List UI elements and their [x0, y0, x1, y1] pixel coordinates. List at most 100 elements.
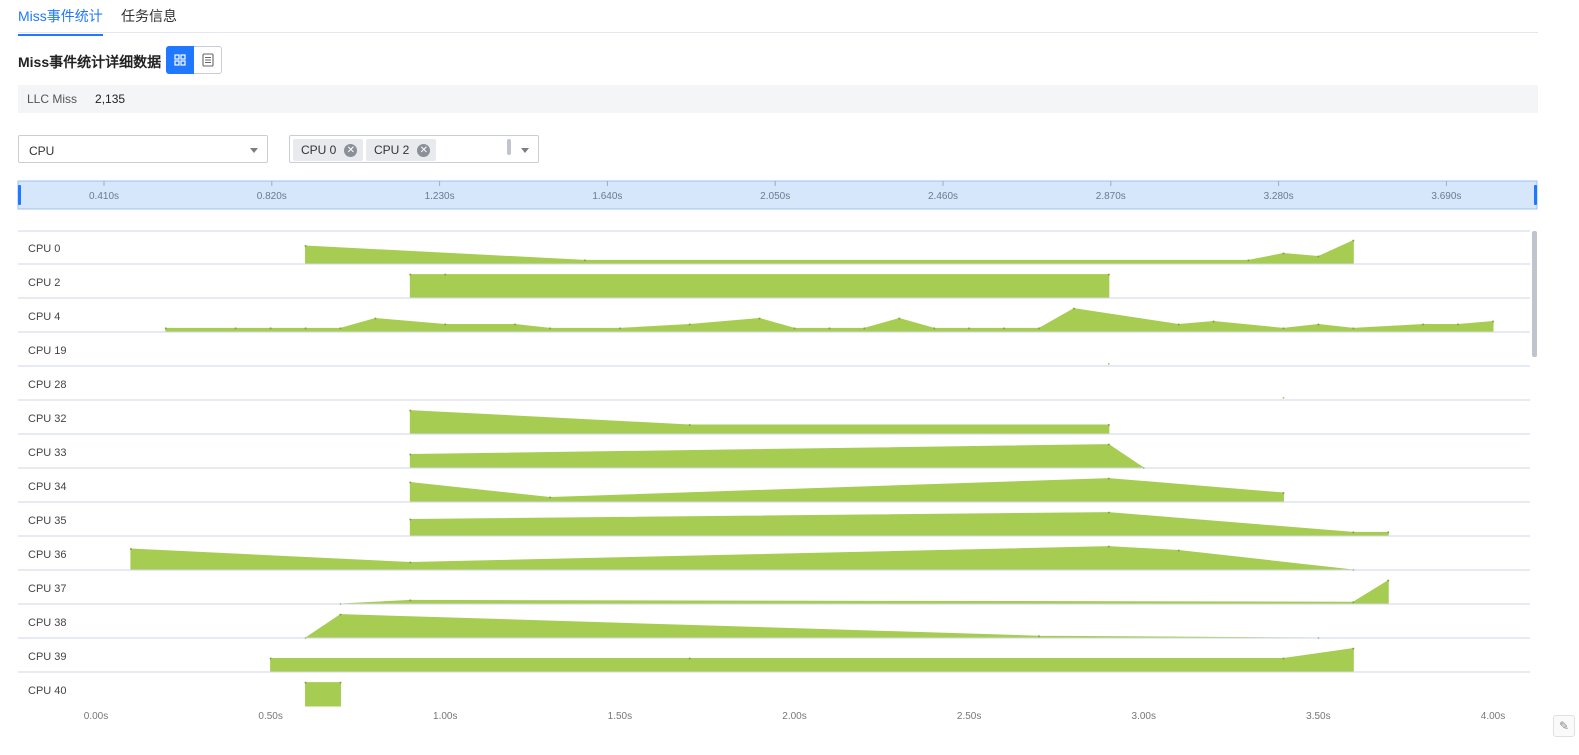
data-point	[933, 327, 936, 330]
data-point	[409, 599, 412, 602]
tab-task-info[interactable]: 任务信息	[121, 8, 177, 24]
data-point	[514, 323, 517, 326]
brush-tick-label: 3.280s	[1264, 191, 1294, 202]
data-point	[968, 327, 971, 330]
data-point	[1107, 443, 1110, 446]
lane-label: CPU 32	[28, 413, 67, 425]
data-point	[688, 657, 691, 660]
brush-tick-label: 1.640s	[592, 191, 622, 202]
data-point	[1422, 323, 1425, 326]
data-point	[444, 323, 447, 326]
lane-label: CPU 37	[28, 583, 67, 595]
data-point	[1072, 307, 1075, 310]
data-point	[688, 323, 691, 326]
data-point	[339, 327, 342, 330]
tab-bar: Miss事件统计 任务信息	[18, 0, 1538, 36]
data-point	[549, 496, 552, 499]
series-lane: CPU 32	[18, 409, 1530, 435]
x-tick-label: 2.50s	[957, 711, 981, 722]
data-point	[129, 548, 132, 550]
grid-icon	[174, 54, 186, 66]
series-lane: CPU 0	[18, 239, 1530, 265]
data-point	[1352, 647, 1355, 650]
x-tick-label: 3.50s	[1306, 711, 1330, 722]
lane-label: CPU 4	[28, 311, 60, 323]
series-lane: CPU 28	[18, 379, 1530, 401]
brush-handle-right[interactable]	[1534, 185, 1537, 205]
brush-tick-label: 0.820s	[257, 191, 287, 202]
lane-label: CPU 39	[28, 651, 67, 663]
series-area	[270, 648, 1354, 673]
data-point	[1352, 239, 1355, 242]
series-lane: CPU 34	[18, 477, 1530, 503]
data-point	[1107, 273, 1110, 276]
tag-label: CPU 2	[374, 143, 410, 157]
data-point	[269, 657, 272, 660]
data-point	[1282, 657, 1285, 660]
lane-label: CPU 38	[28, 617, 67, 629]
chevron-down-icon	[250, 148, 258, 153]
data-point	[1282, 397, 1285, 399]
list-view-button[interactable]	[194, 46, 222, 74]
grid-view-button[interactable]	[166, 46, 194, 74]
close-icon[interactable]: ✕	[344, 143, 358, 157]
scrollbar[interactable]	[1532, 231, 1537, 357]
data-point	[1003, 327, 1006, 330]
data-point	[1107, 477, 1110, 480]
data-point	[1492, 320, 1494, 323]
data-point	[164, 327, 167, 330]
series-lane: CPU 35	[18, 511, 1530, 537]
list-icon	[201, 53, 214, 67]
close-icon[interactable]: ✕	[417, 143, 431, 157]
data-point	[339, 681, 342, 684]
scrollbar[interactable]	[507, 139, 511, 155]
series-area	[409, 478, 1284, 503]
data-point	[1282, 252, 1285, 255]
lane-label: CPU 36	[28, 549, 67, 561]
data-point	[409, 481, 412, 484]
data-point	[1177, 549, 1180, 552]
series-lane: CPU 33	[18, 443, 1530, 469]
data-point	[688, 424, 691, 426]
series-lane: CPU 19	[18, 345, 1530, 367]
data-point	[898, 317, 901, 320]
x-tick-label: 0.00s	[84, 711, 108, 722]
data-point	[409, 561, 412, 564]
series-area	[130, 546, 1354, 571]
data-point	[409, 518, 412, 521]
data-point	[758, 317, 761, 320]
cpu-multiselect[interactable]: CPU 0 ✕ CPU 2 ✕	[289, 135, 539, 163]
chevron-down-icon	[521, 148, 529, 153]
lane-label: CPU 34	[28, 481, 67, 493]
summary-label: LLC Miss	[27, 92, 78, 106]
data-point	[444, 273, 447, 276]
x-tick-label: 0.50s	[258, 711, 282, 722]
series-lane: CPU 36	[18, 545, 1530, 571]
series-area	[305, 682, 341, 707]
data-point	[409, 273, 412, 276]
series-lane: CPU 2	[18, 273, 1530, 299]
data-point	[1247, 259, 1250, 262]
lane-label: CPU 19	[28, 345, 67, 357]
data-point	[234, 327, 237, 330]
summary-value: 2,135	[95, 92, 126, 106]
data-point	[828, 327, 831, 330]
data-point	[304, 245, 307, 247]
edit-icon[interactable]: ✎	[1553, 715, 1575, 737]
brush-tick-label: 2.870s	[1096, 191, 1126, 202]
brush-tick-label: 1.230s	[425, 191, 455, 202]
tab-miss-events[interactable]: Miss事件统计	[18, 6, 103, 36]
data-point	[1282, 327, 1285, 330]
dimension-select[interactable]: CPU	[18, 135, 268, 163]
data-point	[1108, 363, 1110, 365]
lane-label: CPU 2	[28, 277, 60, 289]
data-point	[1352, 531, 1355, 534]
data-point	[1282, 492, 1285, 494]
data-point	[409, 453, 412, 456]
lane-label: CPU 28	[28, 379, 67, 391]
brush-handle-left[interactable]	[18, 185, 21, 205]
series-area	[409, 512, 1389, 537]
data-point	[304, 681, 307, 684]
data-point	[1037, 635, 1040, 638]
